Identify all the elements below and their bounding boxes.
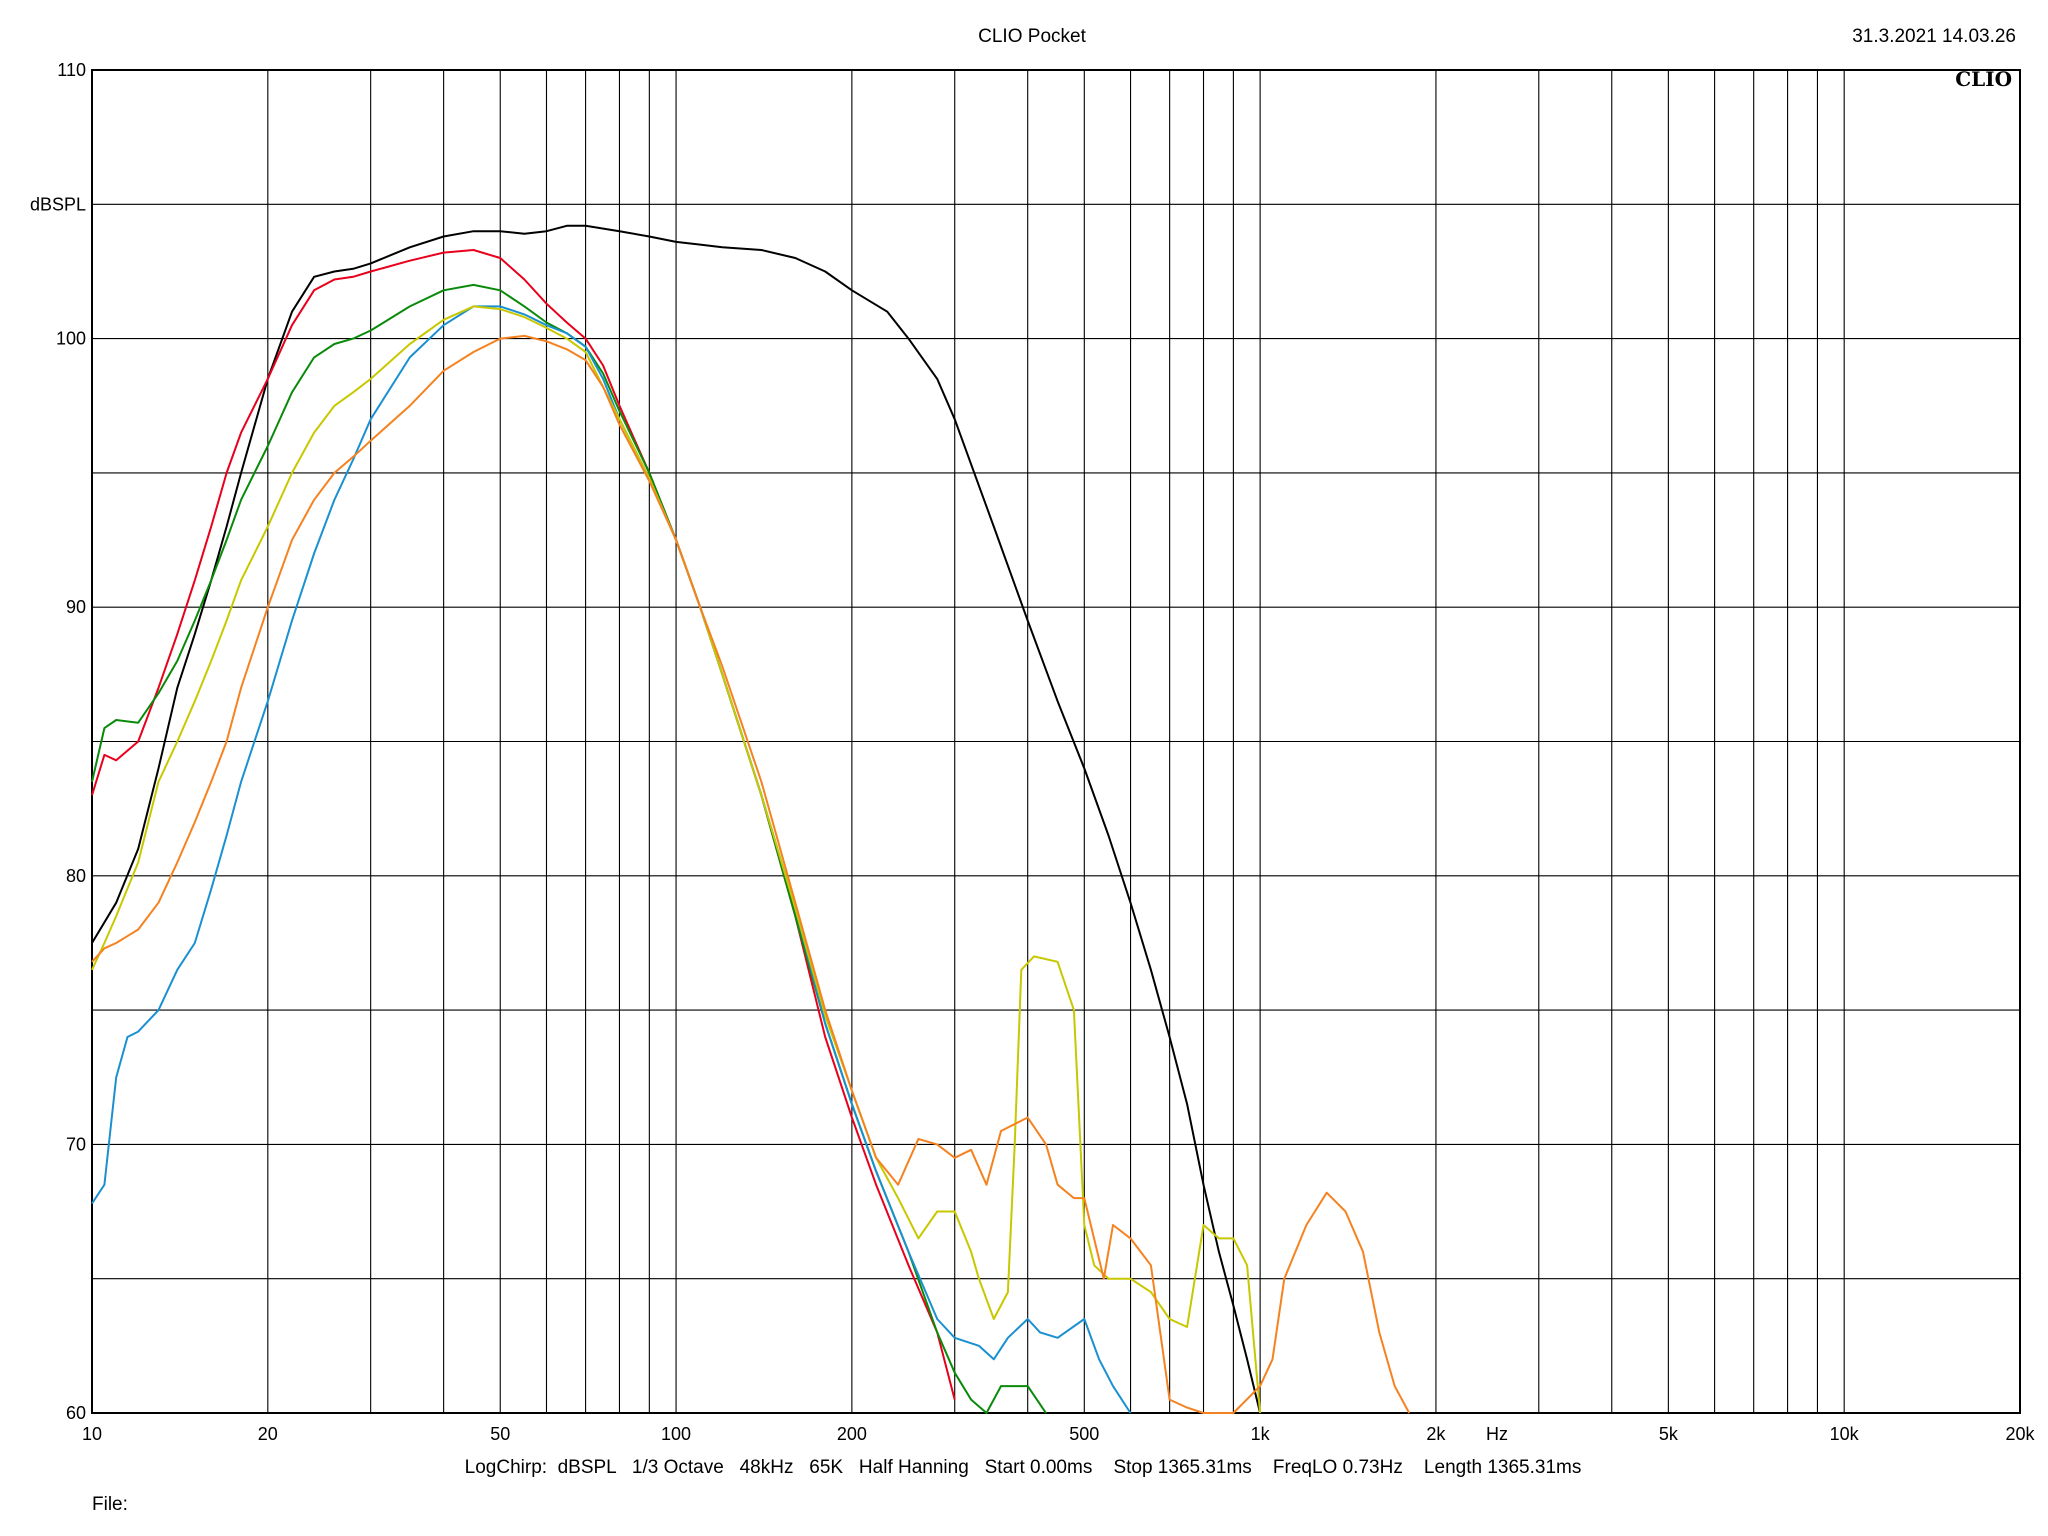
series-line-2 bbox=[91, 249, 956, 1400]
x-tick-label: 10k bbox=[1830, 1424, 1860, 1444]
plot-frame bbox=[91, 69, 2021, 1414]
clio-logo: CLIO bbox=[1955, 67, 2012, 91]
x-tick-label: 100 bbox=[661, 1424, 691, 1444]
measurement-settings: LogChirp: dBSPL 1/3 Octave 48kHz 65K Hal… bbox=[465, 1457, 1582, 1478]
chart-title: CLIO Pocket bbox=[978, 26, 1086, 47]
grid-lines bbox=[92, 70, 2020, 1413]
x-tick-label: 20k bbox=[2005, 1424, 2035, 1444]
y-tick-label: dBSPL bbox=[30, 194, 86, 214]
x-axis-ticks: 10 20 50 100 200 500 1k 2k 5k 10k 20k bbox=[82, 1424, 2036, 1444]
timestamp: 31.3.2021 14.03.26 bbox=[1852, 26, 2016, 47]
series-line-6 bbox=[91, 334, 1411, 1414]
y-tick-label: 90 bbox=[66, 597, 86, 617]
series-line-5 bbox=[91, 305, 1262, 1414]
series-layer bbox=[91, 224, 1411, 1414]
y-tick-label: 110 bbox=[57, 60, 86, 80]
x-tick-label: 10 bbox=[82, 1424, 102, 1444]
x-tick-label: 5k bbox=[1659, 1424, 1679, 1444]
series-line-1 bbox=[91, 224, 1262, 1414]
x-tick-label: 2k bbox=[1426, 1424, 1446, 1444]
x-tick-label: 200 bbox=[837, 1424, 867, 1444]
y-tick-label: 100 bbox=[56, 329, 86, 349]
y-tick-label: 60 bbox=[66, 1403, 86, 1423]
x-tick-label: 20 bbox=[258, 1424, 278, 1444]
y-tick-label: 70 bbox=[66, 1134, 86, 1154]
series-line-3 bbox=[91, 283, 1047, 1414]
file-label: File: bbox=[92, 1494, 128, 1515]
x-axis-label: Hz bbox=[1486, 1424, 1508, 1444]
y-tick-label: 80 bbox=[66, 866, 86, 886]
series-line-4 bbox=[91, 305, 1132, 1414]
x-tick-label: 50 bbox=[490, 1424, 510, 1444]
y-axis-ticks: 110 dBSPL 100 90 80 70 60 bbox=[30, 60, 86, 1423]
x-tick-label: 1k bbox=[1251, 1424, 1271, 1444]
x-tick-label: 500 bbox=[1069, 1424, 1099, 1444]
